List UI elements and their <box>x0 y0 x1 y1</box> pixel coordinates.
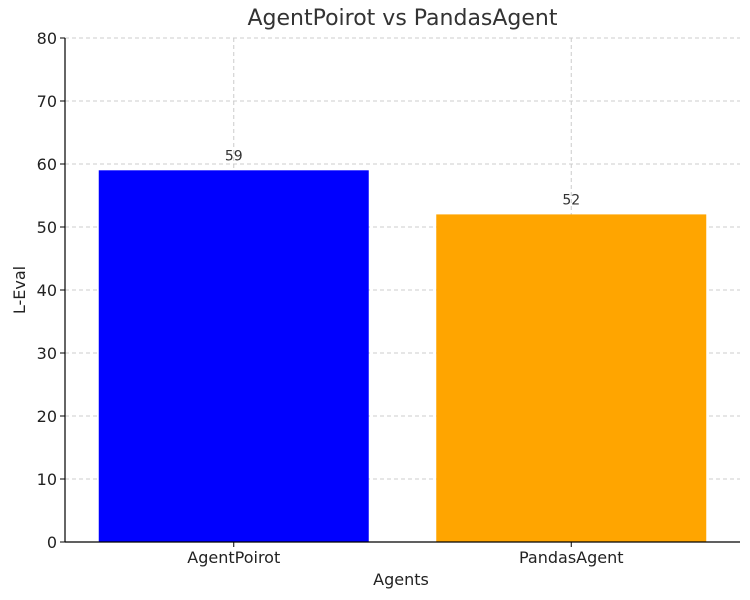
x-axis-title: Agents <box>373 570 429 589</box>
data-label: 59 <box>225 148 243 164</box>
data-label: 52 <box>562 192 580 208</box>
y-axis-title: L-Eval <box>10 266 29 314</box>
bar-pandasagent <box>436 214 707 542</box>
y-tick-label: 30 <box>37 344 57 363</box>
y-tick-label: 70 <box>37 92 57 111</box>
x-tick-label: AgentPoirot <box>187 548 280 567</box>
y-tick-label: 10 <box>37 470 57 489</box>
y-tick-label: 0 <box>47 533 57 552</box>
x-tick-label: PandasAgent <box>519 548 624 567</box>
axes <box>60 37 740 547</box>
y-tick-label: 60 <box>37 155 57 174</box>
y-tick-label: 20 <box>37 407 57 426</box>
bar-agentpoirot <box>98 170 369 543</box>
labels: 0 10 20 30 40 50 60 70 80 59 AgentPoirot 52 PandasAg… <box>37 29 624 567</box>
y-tick-label: 40 <box>37 281 57 300</box>
y-tick-label: 50 <box>37 218 57 237</box>
y-tick-label: 80 <box>37 29 57 48</box>
bars <box>98 170 707 543</box>
chart-title: AgentPoirot vs PandasAgent <box>247 6 558 31</box>
